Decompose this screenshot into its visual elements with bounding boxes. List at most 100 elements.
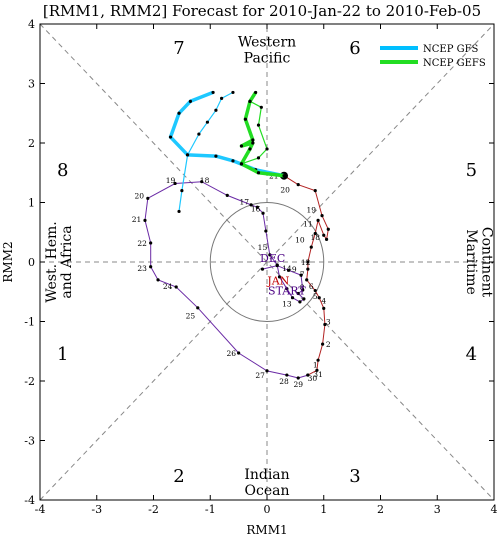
day-label: 13: [282, 300, 292, 309]
series-point: [149, 265, 153, 269]
day-label: 14: [282, 264, 292, 273]
day-label: 27: [255, 371, 265, 380]
x-tick-label: 3: [434, 503, 441, 516]
forecast-point: [168, 135, 173, 139]
series-point: [265, 369, 269, 373]
forecast-point: [248, 147, 252, 151]
forecast-point: [188, 99, 192, 103]
forecast-point: [211, 90, 215, 95]
day-label: 17: [240, 197, 250, 206]
series-point: [323, 322, 327, 327]
day-label: 3: [326, 318, 331, 327]
legend-label: NCEP GEFS: [423, 58, 486, 69]
series-point: [322, 233, 326, 237]
region-top-line1: Western: [238, 35, 296, 51]
series-point: [316, 358, 320, 362]
series-point: [306, 267, 310, 271]
day-label: 15: [258, 243, 268, 252]
region-bottom-line2: Ocean: [245, 483, 290, 499]
series-point: [260, 267, 265, 271]
day-label: 20: [280, 185, 290, 194]
phase-label: 3: [349, 466, 360, 487]
forecast-point: [248, 99, 252, 103]
series-point: [156, 278, 160, 282]
series-point: [225, 193, 229, 197]
series-point: [249, 203, 253, 207]
day-label: 18: [310, 233, 320, 242]
forecast-point: [243, 117, 248, 121]
series-point: [301, 288, 305, 292]
series-point: [305, 278, 309, 282]
day-label: 31: [313, 370, 323, 379]
series-point: [321, 342, 325, 346]
x-tick-label: -3: [91, 503, 102, 516]
amplitude-circle: [209, 202, 325, 322]
x-tick-label: 2: [377, 503, 384, 516]
day-label: 21: [132, 215, 142, 224]
series-point: [285, 287, 289, 291]
forecast-point: [231, 159, 235, 163]
phase-label: 6: [349, 38, 360, 59]
y-tick-label: 4: [28, 18, 35, 31]
series-point: [296, 291, 300, 296]
forecast-point: [259, 105, 263, 109]
series-point: [326, 227, 330, 231]
x-tick-label: 0: [264, 503, 271, 516]
x-axis-label: RMM1: [246, 523, 287, 537]
series-point: [317, 296, 321, 300]
month-label: START: [268, 285, 306, 298]
x-tick-label: -4: [35, 503, 46, 516]
region-left-line1: West. Hem.: [44, 221, 60, 302]
series-point: [299, 273, 303, 277]
month-label: DEC: [260, 252, 285, 265]
chart-title: [RMM1, RMM2] Forecast for 2010-Jan-22 to…: [43, 2, 481, 20]
series-point: [255, 205, 259, 209]
y-tick-label: -4: [24, 494, 35, 507]
y-axis-label: RMM2: [1, 241, 15, 282]
region-right-line2: Continent: [479, 227, 495, 298]
day-label: 9: [292, 265, 297, 274]
day-label: 11: [303, 219, 313, 228]
series-point: [315, 368, 319, 372]
day-label: 28: [279, 377, 289, 386]
region-bottom-line1: Indian: [244, 467, 289, 483]
unit-circle: [209, 202, 325, 322]
day-label: 1: [313, 360, 318, 369]
y-tick-label: 3: [28, 78, 35, 91]
forecast-point: [220, 96, 224, 100]
forecast-point: [256, 156, 261, 160]
forecast-point: [177, 209, 181, 214]
region-top-line2: Pacific: [244, 51, 291, 67]
region-right-line1: Maritime: [463, 229, 479, 295]
day-label: 10: [295, 235, 305, 244]
forecast-point: [205, 120, 210, 124]
day-label: 4: [321, 297, 326, 306]
series-point: [196, 306, 200, 310]
series-point: [296, 183, 300, 187]
phase-label: 2: [173, 466, 184, 487]
day-label: 25: [186, 312, 196, 321]
forecast-point: [256, 123, 261, 127]
day-label: 7: [300, 270, 305, 279]
grid-lines: [39, 23, 495, 501]
forecast-point: [239, 144, 244, 148]
series-point: [306, 260, 310, 264]
forecast-point: [185, 153, 190, 157]
series-point: [298, 300, 302, 304]
phase-label: 4: [466, 344, 477, 365]
series-point: [302, 297, 306, 301]
forecast-point: [231, 90, 235, 95]
series-point: [309, 245, 313, 249]
series-point: [313, 288, 317, 293]
forecast-point: [282, 174, 286, 178]
day-label: 30: [308, 374, 318, 383]
series-point: [296, 376, 300, 380]
series-point: [143, 218, 147, 222]
series-point: [173, 181, 177, 186]
month-label: JAN: [266, 275, 289, 288]
day-label: 16: [251, 204, 261, 213]
x-tick-label: 4: [491, 503, 498, 516]
phase-label: 5: [466, 160, 477, 181]
